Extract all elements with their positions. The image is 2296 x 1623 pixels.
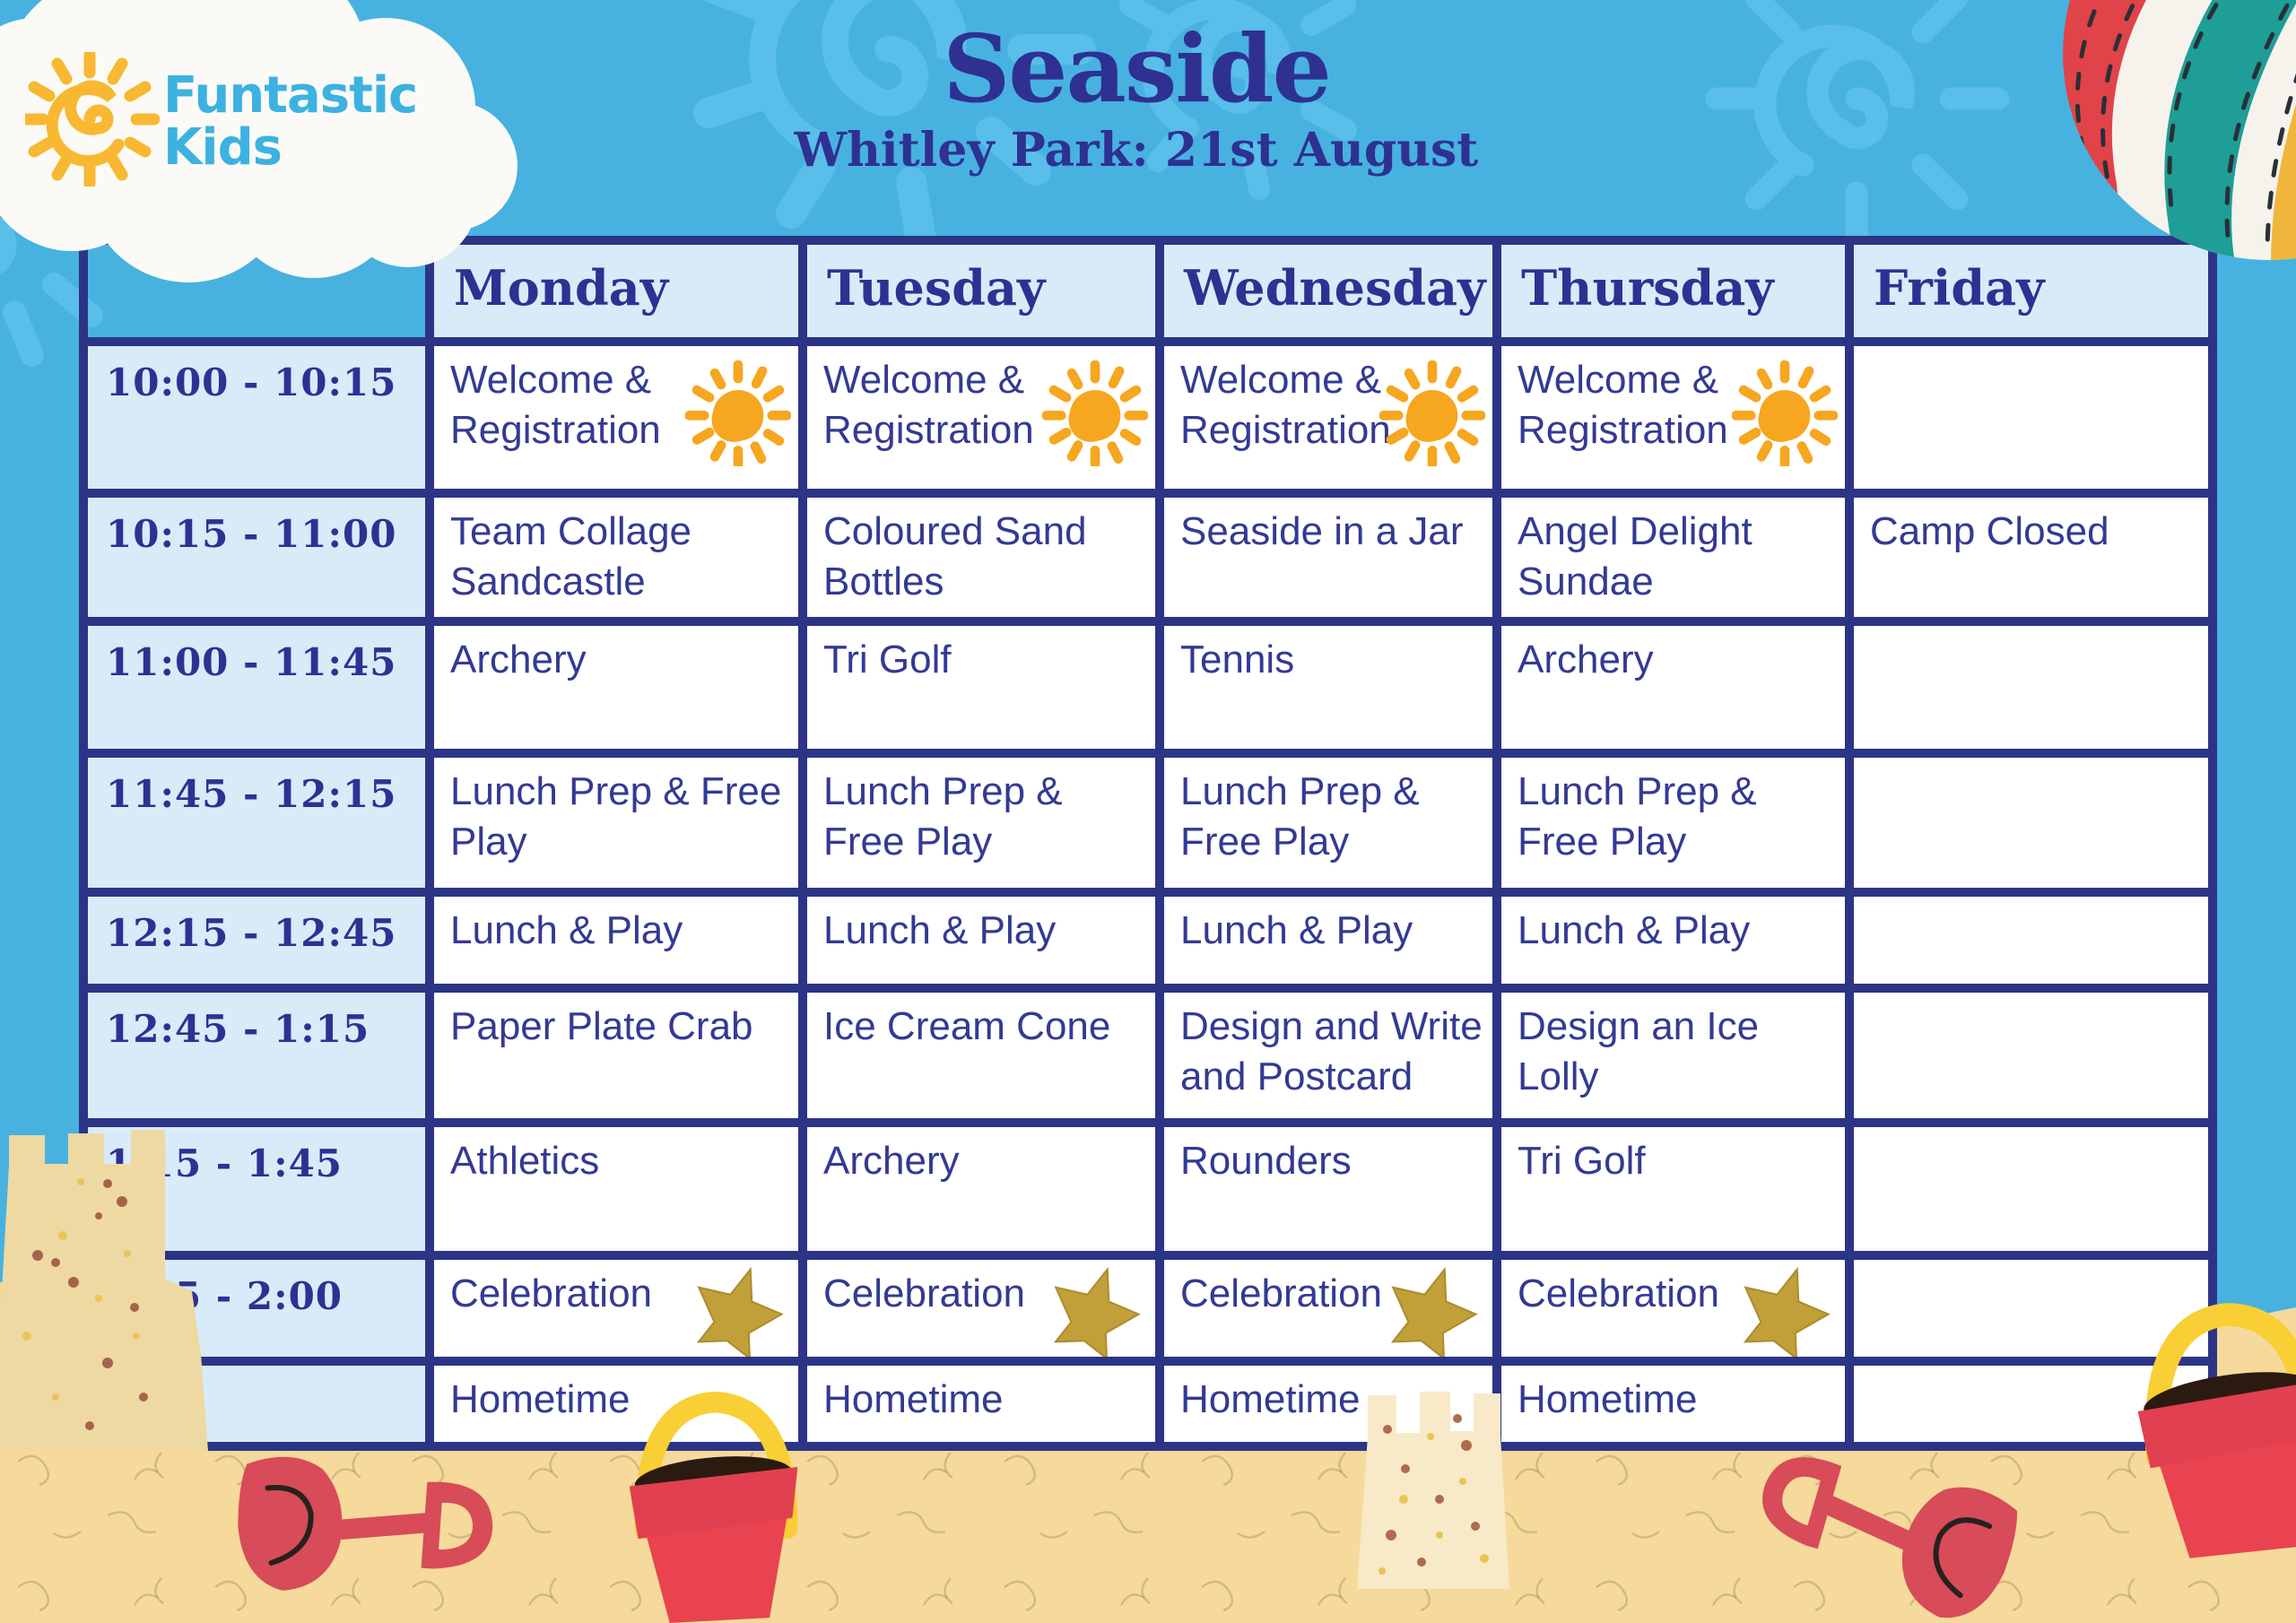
day-header-tuesday: Tuesday: [798, 236, 1164, 346]
activity-cell: Lunch Prep & Free Play: [425, 749, 807, 897]
time-cell: 11:00 - 11:45: [79, 617, 434, 758]
activity-cell: Angel Delight Sundae: [1492, 489, 1854, 626]
day-header-thursday: Thursday: [1492, 236, 1854, 346]
activity-cell: [1845, 617, 2217, 758]
activity-cell: Lunch Prep & Free Play: [798, 749, 1164, 897]
activity-cell: Archery: [1492, 617, 1854, 758]
table-row: 12:45 - 1:15 Paper Plate Crab Ice Cream …: [79, 984, 2217, 1127]
star-icon: [689, 1265, 784, 1352]
time-cell: 10:15 - 11:00: [79, 489, 434, 626]
activity-cell: Paper Plate Crab: [425, 984, 807, 1127]
activity-cell: Team Collage Sandcastle: [425, 489, 807, 626]
sandcastle-centre: [1357, 1392, 1509, 1589]
sun-icon: [1379, 360, 1485, 466]
activity-cell: Tri Golf: [1492, 1118, 1854, 1260]
bucket-left: [619, 1388, 812, 1623]
activity-cell: Celebration: [1155, 1251, 1501, 1366]
star-icon: [1735, 1265, 1831, 1352]
activity-cell: Tri Golf: [798, 617, 1164, 758]
sun-icon: [685, 360, 791, 466]
time-cell: 12:45 - 1:15: [79, 984, 434, 1127]
activity-cell: Lunch Prep & Free Play: [1155, 749, 1501, 897]
schedule-table: Monday Tuesday Wednesday Thursday Friday…: [79, 236, 2217, 1451]
table-row: 11:00 - 11:45 Archery Tri Golf Tennis Ar…: [79, 617, 2217, 758]
table-row: 2:00 Hometime Hometime Hometime Hometime: [79, 1357, 2217, 1451]
activity-cell: Tennis: [1155, 617, 1501, 758]
activity-cell: Hometime: [798, 1357, 1164, 1451]
activity-cell: Coloured Sand Bottles: [798, 489, 1164, 626]
activity-cell: Celebration: [425, 1251, 807, 1366]
table-row: 11:45 - 12:15 Lunch Prep & Free Play Lun…: [79, 749, 2217, 897]
time-cell: 11:45 - 12:15: [79, 749, 434, 897]
activity-cell: Welcome & Registration: [1492, 337, 1854, 498]
activity-cell: [1845, 1251, 2217, 1366]
activity-cell: Lunch & Play: [1492, 888, 1854, 993]
spade-left: [218, 1436, 508, 1623]
activity-cell: Ice Cream Cone: [798, 984, 1164, 1127]
page-title: Seaside: [943, 13, 1332, 124]
time-cell: 12:15 - 12:45: [79, 888, 434, 993]
bucket-right: [2121, 1293, 2296, 1564]
activity-cell: [1845, 337, 2217, 498]
activity-cell: Welcome & Registration: [798, 337, 1164, 498]
activity-cell: Camp Closed: [1845, 489, 2217, 626]
activity-cell: [1845, 984, 2217, 1127]
activity-cell: Welcome & Registration: [425, 337, 807, 498]
activity-cell: [1845, 1118, 2217, 1260]
activity-cell: Lunch & Play: [425, 888, 807, 993]
table-row: 12:15 - 12:45 Lunch & Play Lunch & Play …: [79, 888, 2217, 993]
day-header-monday: Monday: [425, 236, 807, 346]
logo-line1: Funtastic: [163, 66, 418, 125]
activity-cell: [1845, 888, 2217, 993]
activity-cell: Lunch & Play: [1155, 888, 1501, 993]
logo-wordmark: Funtastic Kids: [163, 66, 418, 178]
activity-cell: Celebration: [1492, 1251, 1854, 1366]
activity-cell: Athletics: [425, 1118, 807, 1260]
activity-cell: Rounders: [1155, 1118, 1501, 1260]
activity-cell: Design and Write and Postcard: [1155, 984, 1501, 1127]
activity-cell: [1845, 749, 2217, 897]
activity-cell: Archery: [425, 617, 807, 758]
logo-sun-icon: [25, 52, 160, 187]
table-row: 1:15 - 1:45 Athletics Archery Rounders T…: [79, 1118, 2217, 1260]
activity-cell: Archery: [798, 1118, 1164, 1260]
star-icon: [1046, 1265, 1141, 1352]
sandcastle-left: [0, 1130, 208, 1451]
logo-line2: Kids: [163, 118, 283, 178]
activity-cell: Lunch Prep & Free Play: [1492, 749, 1854, 897]
day-header-friday: Friday: [1845, 236, 2217, 346]
table-row: 10:15 - 11:00 Team Collage Sandcastle Co…: [79, 489, 2217, 626]
time-cell: 10:00 - 10:15: [79, 337, 434, 498]
sun-icon: [1732, 360, 1838, 466]
star-icon: [1383, 1265, 1478, 1352]
beach-ball: [2063, 0, 2296, 260]
page-subtitle: Whitley Park: 21st August: [794, 123, 1479, 178]
activity-cell: Design an Ice Lolly: [1492, 984, 1854, 1127]
activity-cell: Seaside in a Jar: [1155, 489, 1501, 626]
activity-cell: Welcome & Registration: [1155, 337, 1501, 498]
table-row: 1:45 - 2:00 Celebration Celebration Cele…: [79, 1251, 2217, 1366]
activity-cell: Celebration: [798, 1251, 1164, 1366]
day-header-wednesday: Wednesday: [1155, 236, 1501, 346]
sun-icon: [1042, 360, 1148, 466]
header-block: Seaside Whitley Park: 21st August: [688, 20, 1585, 178]
table-row: 10:00 - 10:15 Welcome & Registration Wel…: [79, 337, 2217, 498]
activity-cell: Lunch & Play: [798, 888, 1164, 993]
